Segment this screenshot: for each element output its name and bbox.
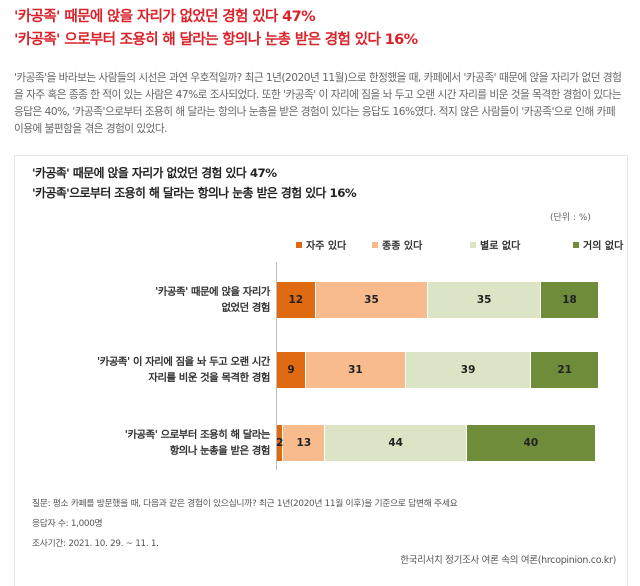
legend-swatch xyxy=(573,241,579,248)
data-label: 40 xyxy=(523,437,539,449)
headline-line-2: '카공족' 으로부터 조용히 해 달라는 항의나 눈총 받은 경험 있다 16% xyxy=(14,32,418,48)
intro-paragraph: '카공족'을 바라보는 사람들의 시선은 과연 우호적일까? 최근 1년(202… xyxy=(14,72,622,135)
respondents: 응답자 수: 1,000명 xyxy=(32,519,103,529)
category-label-line: 없었던 경험 xyxy=(221,302,270,314)
data-label: 18 xyxy=(562,294,577,306)
data-label: 13 xyxy=(296,437,312,449)
bar-segment: 13 xyxy=(283,425,326,461)
source: 한국리서치 정기조사 여론 속의 여론(hrcopinion.co.kr) xyxy=(400,555,616,566)
legend-label: 거의 없다 xyxy=(583,241,624,252)
bar-segment: 21 xyxy=(531,352,599,388)
bar-segment: 39 xyxy=(405,352,532,388)
y-axis-line xyxy=(276,262,277,470)
bar-segment: 44 xyxy=(325,425,467,461)
chart-title-line-2: '카공족'으로부터 조용히 해 달라는 항의나 눈총 받은 경험 있다 16% xyxy=(32,186,357,200)
headline-line-1: '카공족' 때문에 앉을 자리가 없었던 경험 있다 47% xyxy=(14,9,316,25)
bar-segment: 31 xyxy=(305,352,406,388)
legend-label: 별로 없다 xyxy=(480,241,521,252)
legend-item: 거의 없다 xyxy=(573,237,623,252)
survey-question: 질문: 평소 카페를 방문했을 때, 다음과 같은 경험이 있으십니까? 최근 … xyxy=(32,499,458,509)
bar-segment: 9 xyxy=(277,352,306,388)
category-label-line: '카공족' 때문에 앉을 자리가 xyxy=(155,286,270,298)
data-label: 44 xyxy=(388,437,403,449)
chart-panel xyxy=(14,155,628,586)
unit-label: (단위 : %) xyxy=(550,213,591,223)
legend-swatch xyxy=(372,241,378,248)
data-label: 21 xyxy=(557,364,572,376)
legend-label: 종종 있다 xyxy=(382,241,423,252)
data-label: 12 xyxy=(288,294,304,306)
chart-title: '카공족' 때문에 앉을 자리가 없었던 경험 있다 47% '카공족'으로부터… xyxy=(32,163,357,203)
category-label-line: '카공족' 이 자리에 짐을 놔 두고 오랜 시간 xyxy=(97,356,270,368)
chart-title-line-1: '카공족' 때문에 앉을 자리가 없었던 경험 있다 47% xyxy=(32,166,277,180)
bar-segment: 35 xyxy=(315,282,429,318)
data-label: 35 xyxy=(476,294,492,306)
data-label: 2 xyxy=(276,437,284,449)
bar-segment: 35 xyxy=(428,282,542,318)
category-label-line: 자리를 비운 것을 목격한 경험 xyxy=(148,372,270,384)
headline: '카공족' 때문에 앉을 자리가 없었던 경험 있다 47% '카공족' 으로부… xyxy=(14,6,418,52)
bar-segment: 2 xyxy=(276,425,284,461)
data-label: 35 xyxy=(364,294,379,306)
legend-item: 자주 있다 xyxy=(296,237,346,252)
legend-swatch xyxy=(470,241,476,248)
survey-period: 조사기간: 2021. 10. 29. ~ 11. 1. xyxy=(32,539,159,549)
data-label: 31 xyxy=(348,364,363,376)
data-label: 9 xyxy=(287,364,295,376)
legend-swatch xyxy=(296,241,302,248)
legend-item: 종종 있다 xyxy=(372,237,422,252)
category-label-line: 항의나 눈총을 받은 경험 xyxy=(169,445,271,457)
bar-segment: 12 xyxy=(277,282,316,318)
legend-label: 자주 있다 xyxy=(306,241,347,252)
category-label-line: '카공족' 으로부터 조용히 해 달라는 xyxy=(124,429,271,441)
data-label: 39 xyxy=(460,364,476,376)
bar-segment: 18 xyxy=(541,282,599,318)
legend-item: 별로 없다 xyxy=(470,237,520,252)
bar-segment: 40 xyxy=(466,425,596,461)
